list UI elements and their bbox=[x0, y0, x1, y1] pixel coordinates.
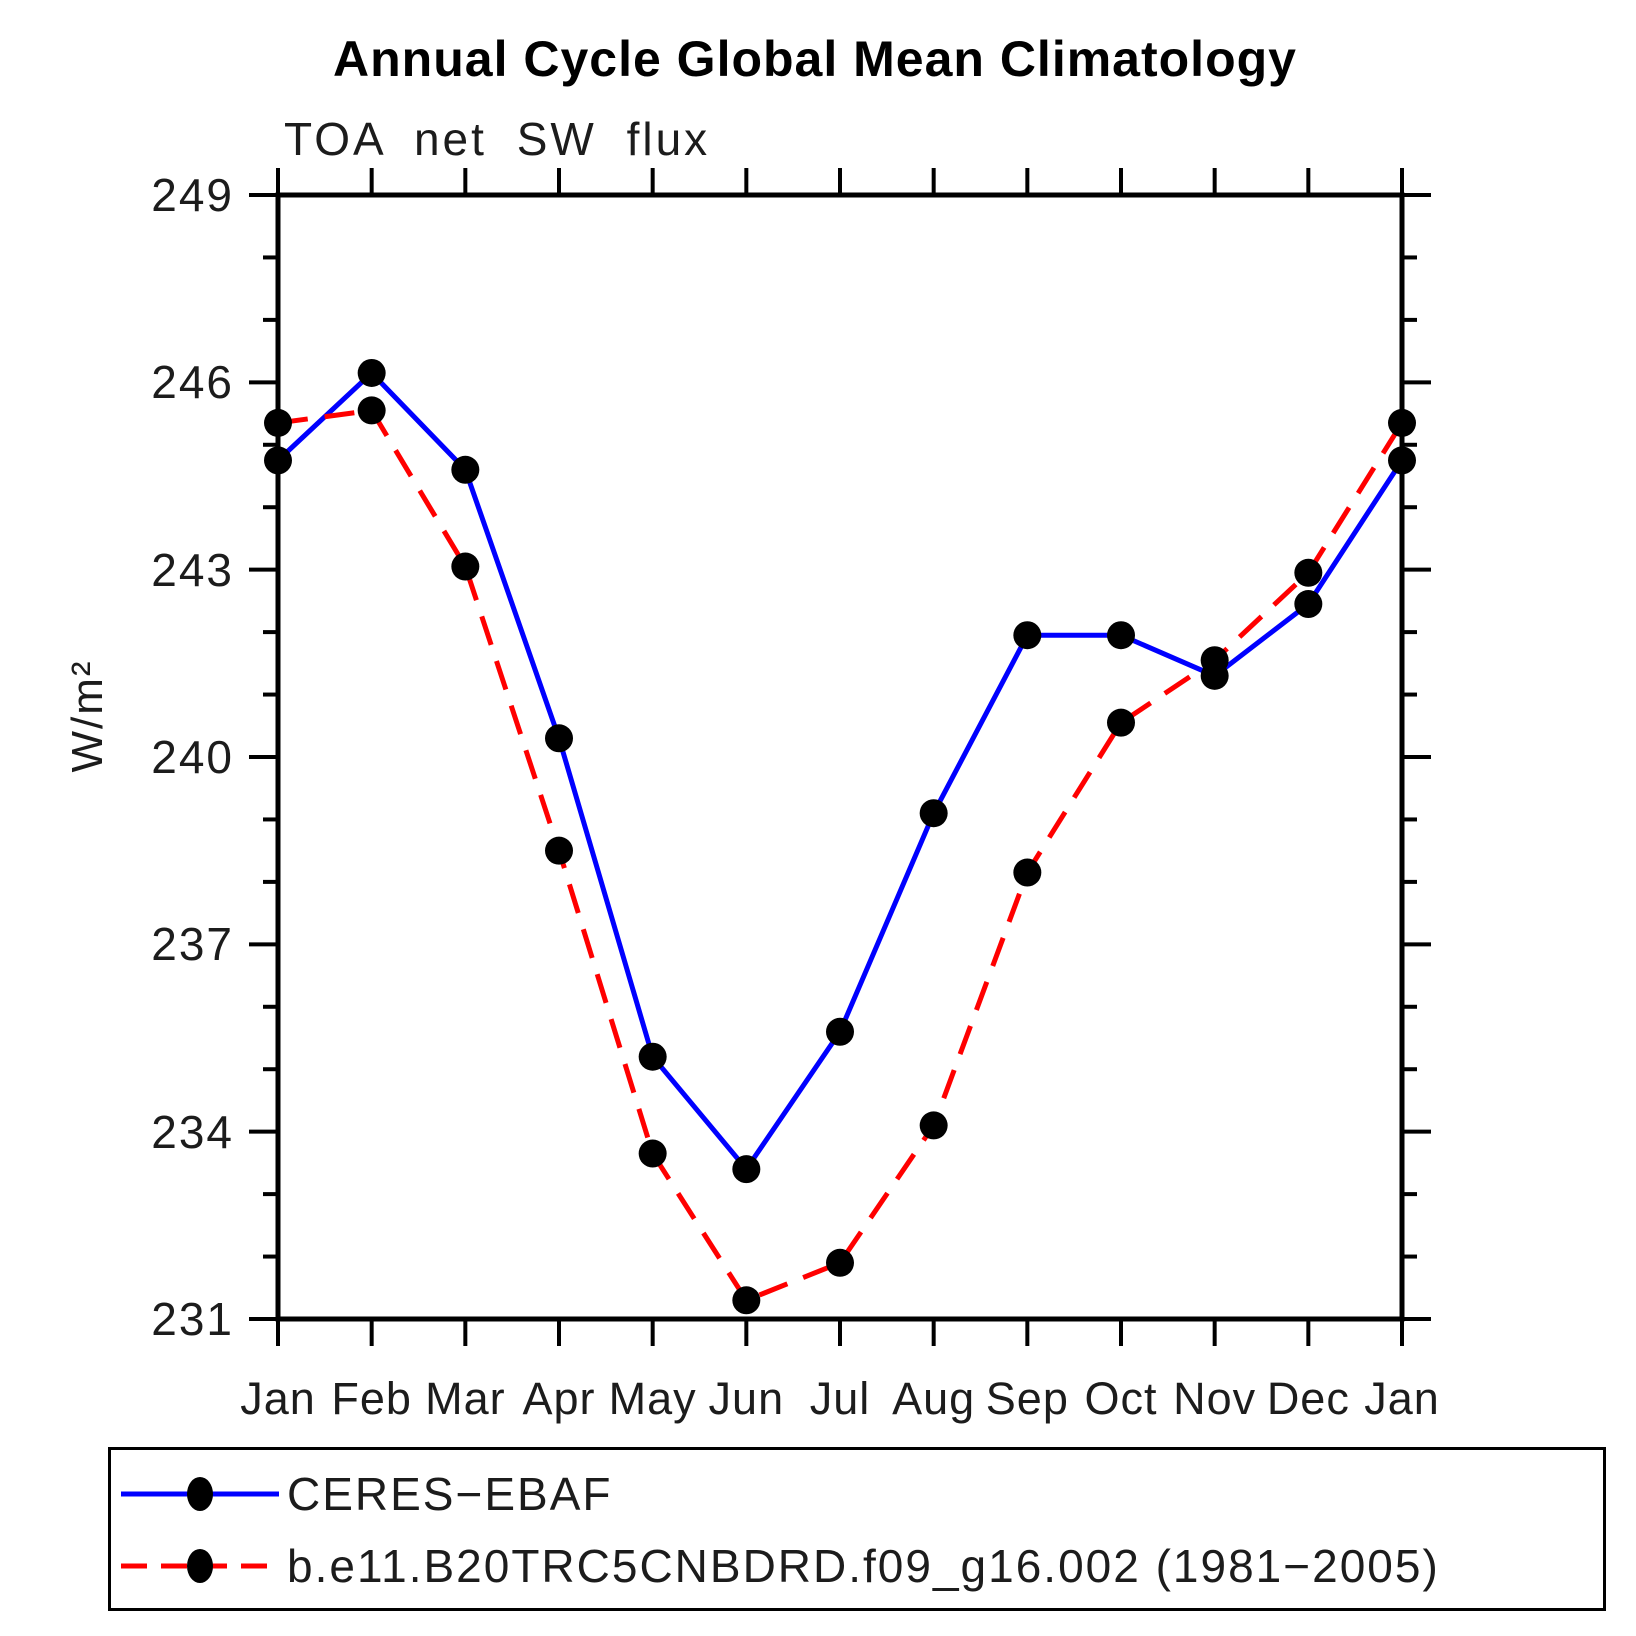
legend-marker-icon bbox=[187, 1477, 213, 1511]
chart-subtitle: TOA net SW flux bbox=[284, 113, 711, 165]
x-tick-label: May bbox=[608, 1373, 697, 1424]
x-tick-label: Aug bbox=[892, 1373, 976, 1424]
data-point-marker-s1 bbox=[545, 836, 573, 865]
y-tick-label: 243 bbox=[151, 543, 234, 596]
data-point-marker-s0 bbox=[264, 446, 292, 475]
data-point-marker-s0 bbox=[1388, 446, 1416, 475]
data-point-marker-s1 bbox=[1107, 708, 1135, 737]
data-point-marker-s1 bbox=[1200, 646, 1229, 675]
x-tick-label: Mar bbox=[425, 1373, 506, 1424]
y-tick-label: 237 bbox=[151, 918, 234, 971]
x-tick-label: Nov bbox=[1173, 1373, 1257, 1424]
data-point-marker-s0 bbox=[638, 1042, 667, 1071]
data-point-marker-s1 bbox=[1388, 408, 1416, 437]
x-tick-label: Dec bbox=[1266, 1373, 1350, 1424]
plot-frame bbox=[275, 192, 1405, 1322]
data-point-marker-s1 bbox=[264, 408, 292, 437]
data-point-marker-s0 bbox=[545, 724, 573, 753]
data-point-marker-s1 bbox=[919, 1111, 948, 1140]
data-point-marker-s0 bbox=[357, 358, 386, 387]
legend-item-model: b.e11.B20TRC5CNBDRD.f09_g16.002 (1981−20… bbox=[111, 1540, 1440, 1592]
legend-line-sample-dashed bbox=[121, 1549, 279, 1583]
y-tick-label: 240 bbox=[151, 731, 234, 783]
data-point-marker-s0 bbox=[1294, 590, 1323, 619]
legend-label-ceres: CERES−EBAF bbox=[287, 1468, 613, 1520]
x-tick-label: Jun bbox=[708, 1373, 785, 1424]
y-tick-label: 234 bbox=[151, 1105, 234, 1158]
series-line-1 bbox=[277, 407, 1405, 1304]
data-point-marker-s0 bbox=[1013, 621, 1042, 650]
data-point-marker-s0 bbox=[919, 799, 948, 828]
y-tick-label: 246 bbox=[151, 356, 234, 409]
x-tick-label: Oct bbox=[1084, 1373, 1158, 1424]
data-point-marker-s1 bbox=[451, 552, 480, 581]
data-point-marker-s1 bbox=[826, 1248, 854, 1277]
legend-label-model: b.e11.B20TRC5CNBDRD.f09_g16.002 (1981−20… bbox=[287, 1540, 1440, 1592]
data-point-marker-s1 bbox=[638, 1139, 667, 1168]
chart-title: Annual Cycle Global Mean Climatology bbox=[333, 31, 1297, 87]
legend: CERES−EBAF b.e11.B20TRC5CNBDRD.f09_g16.0… bbox=[108, 1447, 1606, 1611]
legend-item-ceres: CERES−EBAF bbox=[111, 1468, 613, 1520]
data-point-marker-s1 bbox=[357, 396, 386, 425]
data-point-marker-s1 bbox=[732, 1286, 761, 1315]
data-point-marker-s0 bbox=[732, 1155, 761, 1184]
data-point-marker-s1 bbox=[1294, 558, 1323, 587]
x-tick-label: Jan bbox=[240, 1373, 316, 1424]
series-line-0 bbox=[276, 369, 1405, 1174]
y-tick-label: 231 bbox=[151, 1293, 234, 1345]
x-tick-label: Apr bbox=[522, 1373, 596, 1424]
data-point-marker-s0 bbox=[1107, 621, 1135, 650]
y-tick-label: 249 bbox=[151, 169, 234, 221]
x-tick-label: Feb bbox=[331, 1373, 412, 1424]
data-point-marker-s0 bbox=[826, 1017, 854, 1046]
data-point-marker-s1 bbox=[1013, 858, 1042, 887]
x-tick-label: Sep bbox=[985, 1373, 1069, 1424]
x-tick-label: Jul bbox=[809, 1373, 871, 1424]
data-point-marker-s0 bbox=[451, 455, 480, 484]
legend-marker-icon bbox=[187, 1549, 213, 1583]
legend-line-sample-solid bbox=[121, 1477, 279, 1511]
x-tick-label: Jan bbox=[1364, 1373, 1440, 1424]
